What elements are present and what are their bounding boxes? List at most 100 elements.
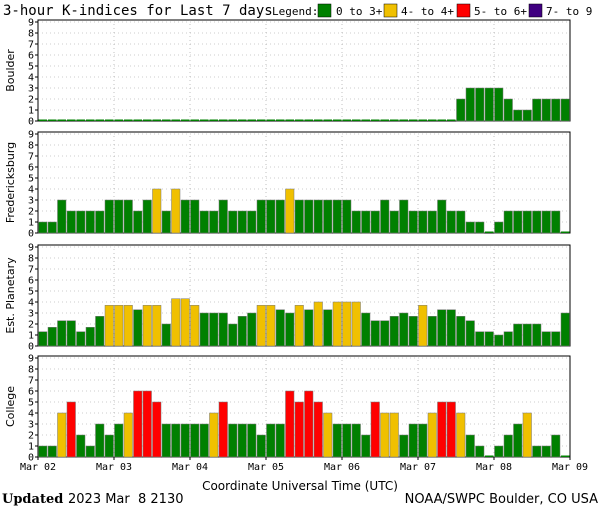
bar <box>361 312 371 347</box>
y-tick-label: 8 <box>28 141 34 152</box>
bar <box>313 301 323 347</box>
bar <box>541 331 551 347</box>
bar <box>389 210 399 234</box>
bar <box>161 323 171 347</box>
bar <box>152 305 162 347</box>
bar <box>142 390 152 458</box>
bar <box>522 109 532 122</box>
y-tick-label: 8 <box>28 365 34 376</box>
bar <box>541 210 551 234</box>
bar <box>437 119 446 121</box>
bar <box>332 199 342 234</box>
panel-label: College <box>4 386 17 427</box>
bar <box>47 221 57 234</box>
bar <box>399 312 409 347</box>
bar <box>418 210 428 234</box>
y-tick-label: 6 <box>28 276 34 287</box>
bar <box>123 305 133 347</box>
bar <box>171 119 180 121</box>
y-tick-label: 1 <box>28 218 34 229</box>
bar <box>95 316 105 347</box>
bar <box>38 331 48 347</box>
bar <box>503 331 513 347</box>
bar <box>408 210 418 234</box>
bar <box>247 312 257 347</box>
bar <box>133 210 143 234</box>
bar <box>162 119 171 121</box>
bar <box>67 119 76 121</box>
bar <box>561 231 570 233</box>
bar <box>437 401 447 458</box>
bar <box>485 231 494 233</box>
bar <box>123 412 133 458</box>
bar <box>522 323 532 347</box>
bar <box>323 199 333 234</box>
bar <box>85 445 95 458</box>
x-tick-label: Mar 08 <box>476 462 512 473</box>
bar <box>95 210 105 234</box>
bar <box>371 119 380 121</box>
legend-item-2: 5- to 6+ <box>474 5 527 18</box>
bar <box>427 316 437 347</box>
bar <box>485 455 494 457</box>
y-tick-label: 1 <box>28 331 34 342</box>
bar <box>560 312 570 347</box>
y-tick-label: 5 <box>28 174 34 185</box>
bar <box>551 98 561 122</box>
y-tick-label: 4 <box>28 73 34 84</box>
bar <box>181 119 190 121</box>
bar <box>418 305 428 347</box>
bar <box>475 445 485 458</box>
y-tick-label: 1 <box>28 442 34 453</box>
bar <box>275 309 285 347</box>
bar <box>180 199 190 234</box>
bar <box>209 312 219 347</box>
bar <box>294 199 304 234</box>
bar <box>85 327 95 347</box>
bar <box>446 401 456 458</box>
bar <box>57 119 66 121</box>
bar <box>171 423 181 458</box>
bar <box>561 455 570 457</box>
bar <box>38 119 47 121</box>
bar <box>266 199 276 234</box>
bar <box>494 221 504 234</box>
y-tick-label: 4 <box>28 298 34 309</box>
bar <box>228 323 238 347</box>
y-tick-label: 5 <box>28 398 34 409</box>
y-tick-label: 7 <box>28 376 34 387</box>
bar <box>560 98 570 122</box>
bar <box>143 119 152 121</box>
y-tick-label: 0 <box>28 117 34 128</box>
bar <box>114 119 123 121</box>
bar <box>408 316 418 347</box>
bar <box>228 423 238 458</box>
bar <box>76 434 86 458</box>
bar <box>85 210 95 234</box>
legend-item-0: 0 to 3+ <box>336 5 383 18</box>
bar <box>408 423 418 458</box>
bar <box>380 412 390 458</box>
panel-label: Boulder <box>4 49 17 92</box>
x-tick-label: Mar 02 <box>20 462 56 473</box>
bar <box>76 331 86 347</box>
bar <box>247 210 257 234</box>
bar <box>228 119 237 121</box>
y-tick-label: 8 <box>28 29 34 40</box>
legend: Legend: 0 to 3+ 4- to 4+ 5- to 6+ 7- to … <box>272 3 592 18</box>
bar <box>361 434 371 458</box>
bar <box>152 401 162 458</box>
y-tick-label: 4 <box>28 185 34 196</box>
bar <box>522 210 532 234</box>
bar <box>427 210 437 234</box>
bar <box>199 423 209 458</box>
bar <box>494 445 504 458</box>
bar <box>218 312 228 347</box>
bar <box>380 320 390 347</box>
y-tick-label: 4 <box>28 409 34 420</box>
bar <box>313 199 323 234</box>
bar <box>380 199 390 234</box>
bar <box>409 119 418 121</box>
bar <box>304 199 314 234</box>
bar <box>266 305 276 347</box>
